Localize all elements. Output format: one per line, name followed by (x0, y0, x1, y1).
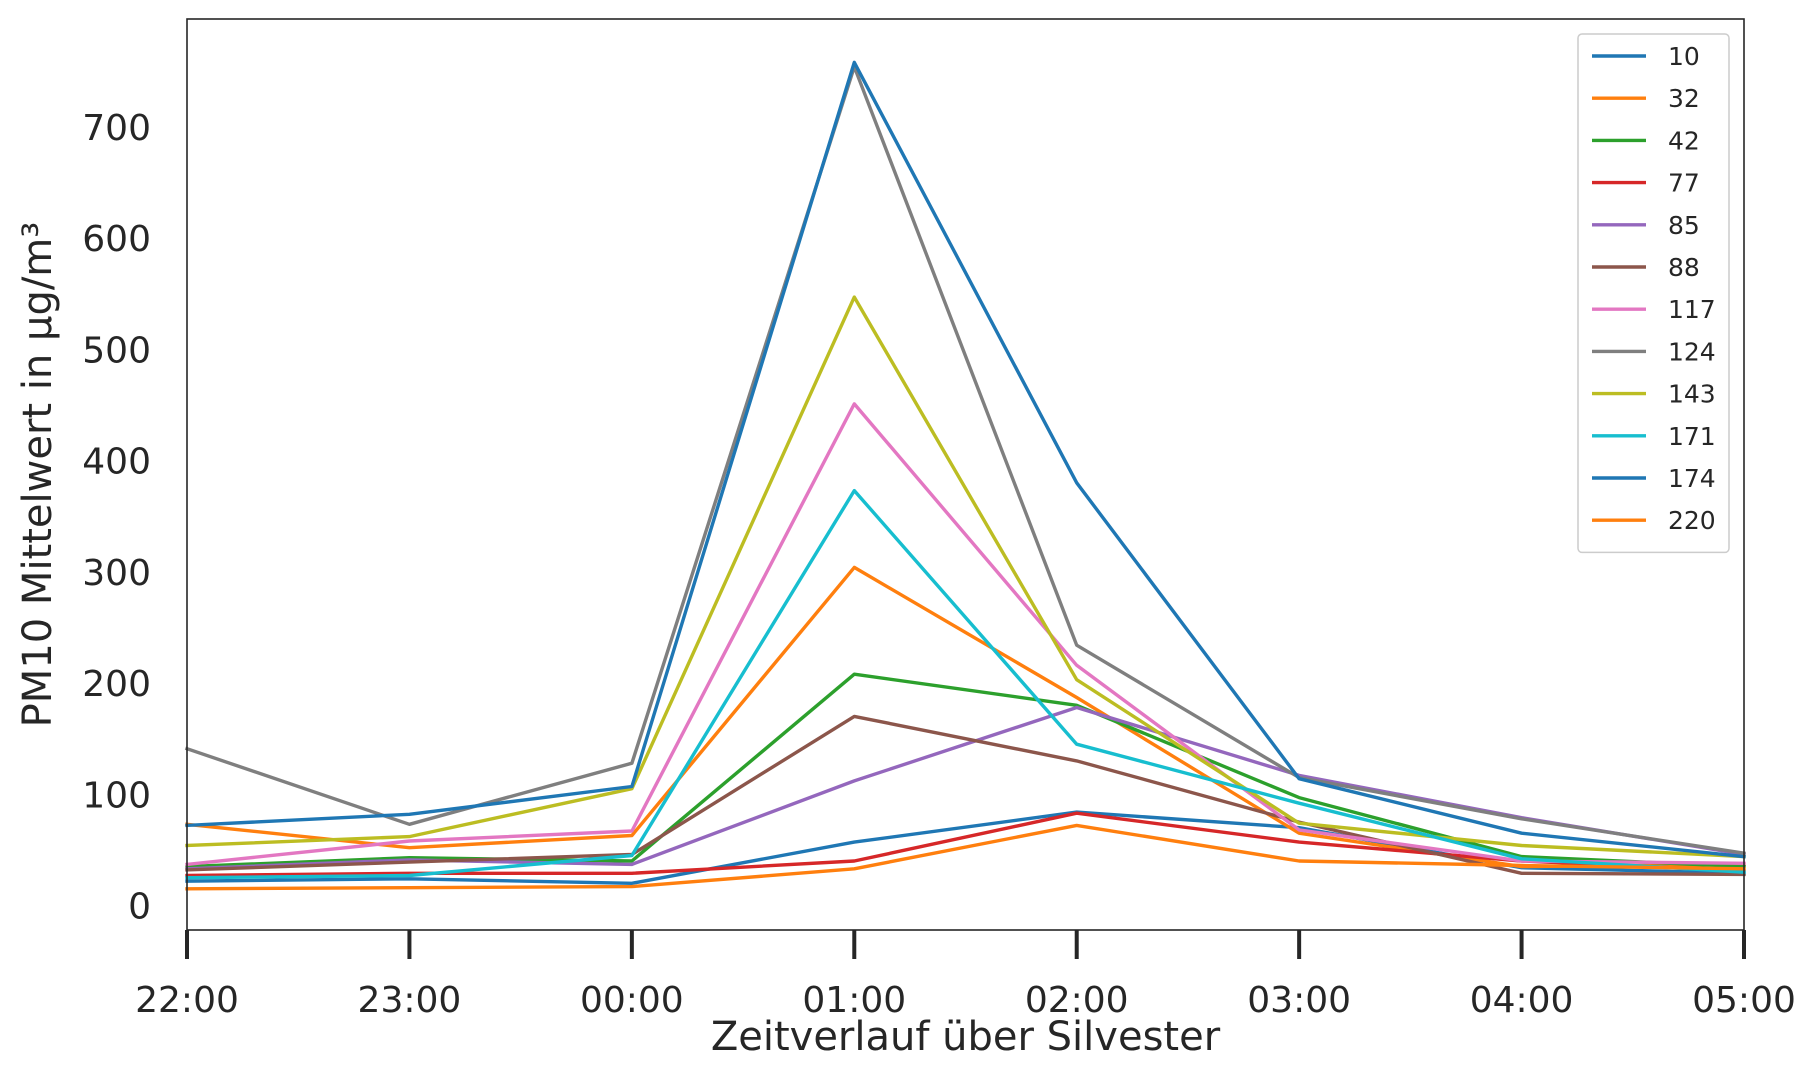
y-tick-label: 600 (82, 219, 151, 260)
x-tick-label: 23:00 (358, 980, 462, 1021)
series-line-42 (185, 672, 1746, 869)
x-tick-label: 02:00 (1025, 980, 1129, 1021)
legend-label-171: 171 (1668, 422, 1716, 451)
y-tick-label: 400 (82, 442, 151, 483)
y-tick-label: 700 (82, 108, 151, 149)
x-tick-label: 03:00 (1247, 980, 1351, 1021)
x-tick-label: 22:00 (135, 980, 239, 1021)
series-line-143 (185, 295, 1746, 859)
legend-label-85: 85 (1668, 211, 1700, 240)
legend-label-10: 10 (1668, 42, 1700, 71)
series-line-32 (185, 565, 1746, 869)
legend-label-117: 117 (1668, 295, 1716, 324)
series-line-174 (185, 60, 1746, 859)
x-tick-label: 04:00 (1470, 980, 1574, 1021)
x-tick-label: 00:00 (580, 980, 684, 1021)
legend-label-88: 88 (1668, 253, 1700, 282)
series-layer (184, 60, 1746, 891)
legend-label-174: 174 (1668, 464, 1716, 493)
y-tick-label: 500 (82, 330, 151, 371)
y-tick-label: 0 (128, 887, 151, 928)
y-tick-label: 300 (82, 553, 151, 594)
legend-box (1577, 33, 1730, 554)
series-line-220 (185, 823, 1746, 891)
legend-label-77: 77 (1668, 169, 1700, 198)
legend-label-220: 220 (1668, 506, 1716, 535)
legend-label-124: 124 (1668, 337, 1716, 366)
series-line-117 (185, 402, 1746, 867)
x-axis-ticks: 22:00 23:00 00:00 01:00 02:00 03:00 04:00 05:00 (135, 930, 1796, 1021)
y-tick-label: 100 (82, 775, 151, 816)
y-axis-title: PM10 Mittelwert in µg/m³ (15, 222, 61, 728)
legend-label-32: 32 (1668, 84, 1700, 113)
series-line-171 (185, 488, 1746, 880)
x-axis-title: Zeitverlauf über Silvester (711, 1014, 1221, 1060)
legend-label-42: 42 (1668, 126, 1700, 155)
legend: 10 32 42 77 85 88 117 124 143 171 174 220 (1577, 33, 1730, 554)
series-line-124 (184, 65, 1746, 856)
legend-label-143: 143 (1668, 380, 1716, 409)
x-tick-label: 05:00 (1692, 980, 1796, 1021)
y-axis-ticks: 0 100 200 300 400 500 600 700 (82, 108, 151, 928)
plot-frame (186, 18, 1745, 931)
x-tick-label: 01:00 (802, 980, 906, 1021)
y-tick-label: 200 (82, 664, 151, 705)
